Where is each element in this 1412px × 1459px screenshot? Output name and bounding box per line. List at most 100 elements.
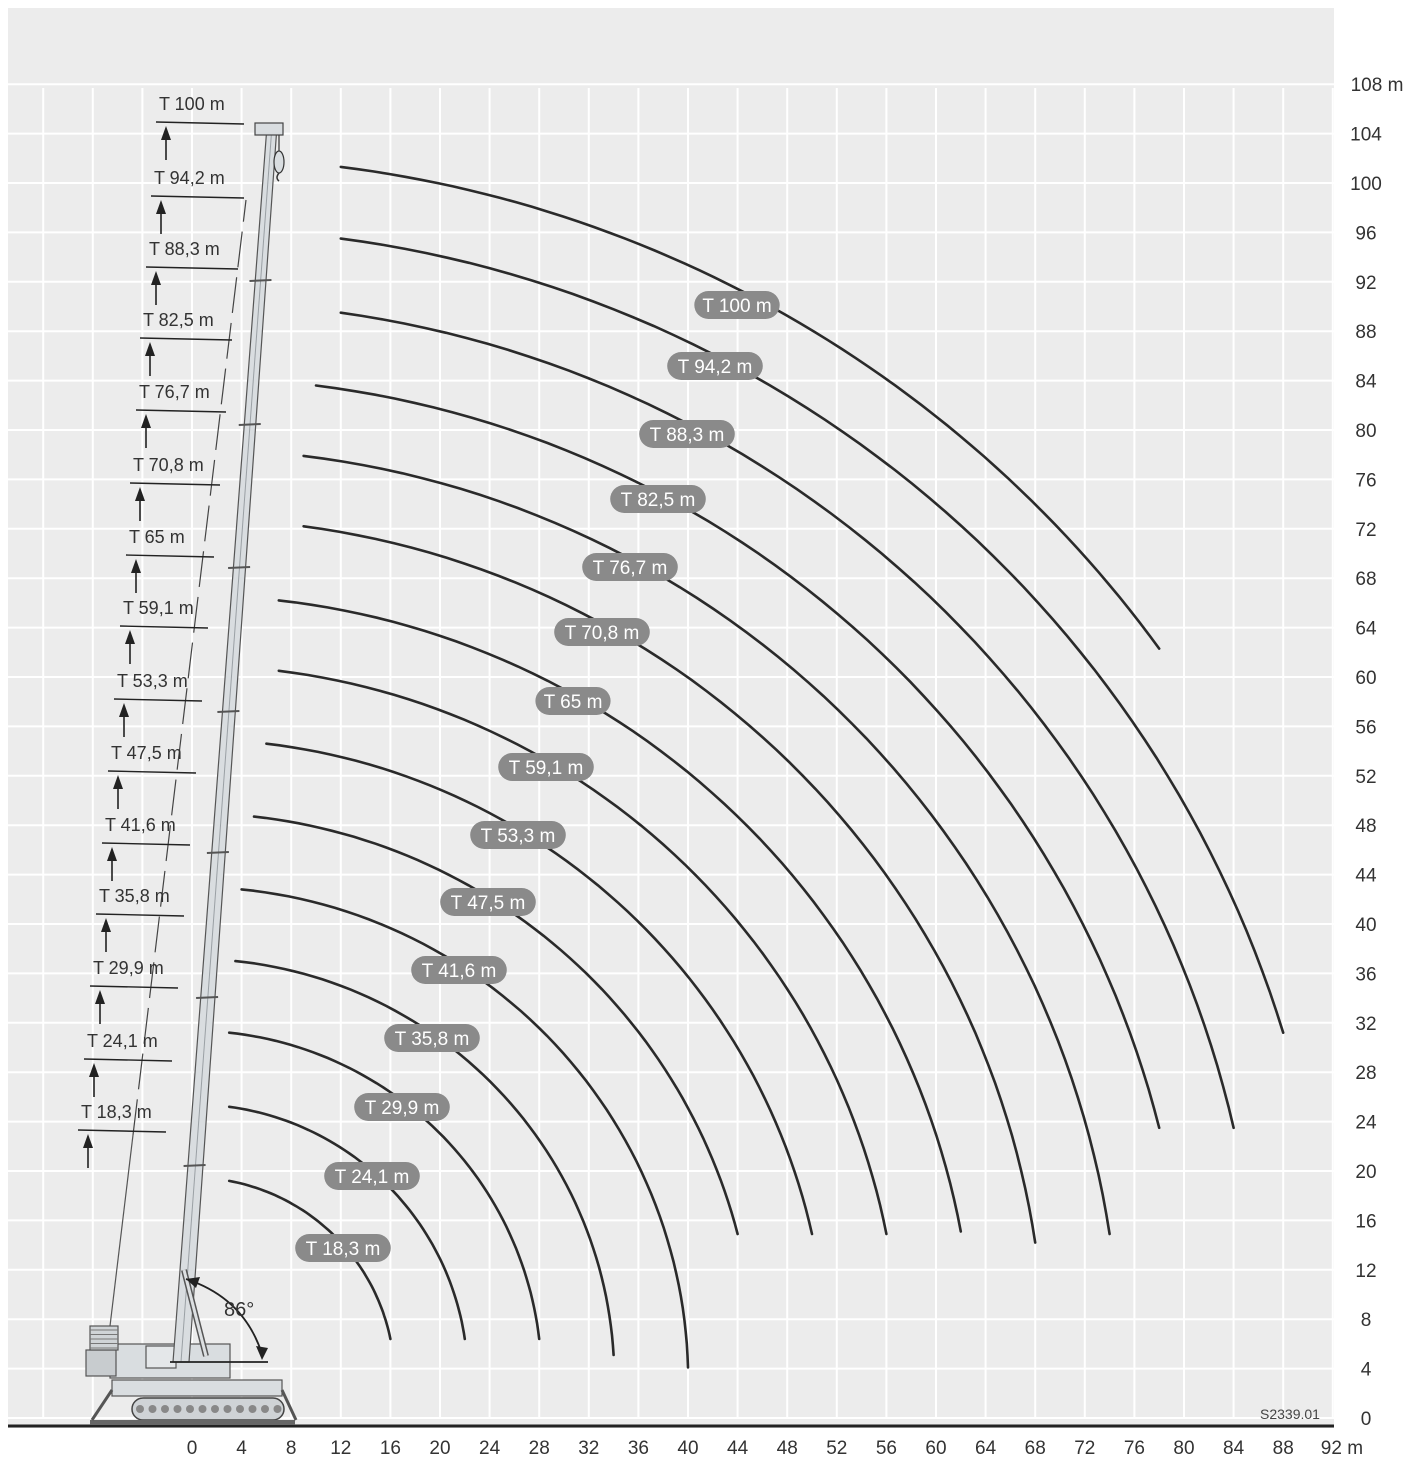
boom-length-label: T 88,3 m <box>149 239 220 259</box>
y-tick-label: 20 <box>1355 1162 1376 1183</box>
grid <box>8 8 1334 1428</box>
range-curve <box>265 742 814 1236</box>
boom-length-label: T 59,1 m <box>123 598 194 618</box>
curve-label-pill <box>470 821 566 849</box>
curve-label-pill <box>498 753 594 781</box>
boom-length-line <box>95 913 185 917</box>
y-tick-label: 8 <box>1361 1310 1372 1331</box>
boom-length-arrowhead <box>156 200 166 214</box>
x-tick-label: 44 <box>727 1438 749 1459</box>
hook-block <box>273 150 285 174</box>
x-tick-label: 0 <box>187 1438 198 1459</box>
x-tick-label: 12 <box>330 1438 351 1459</box>
boom-length-label: T 29,9 m <box>93 958 164 978</box>
boom-length-arrowhead <box>161 126 171 140</box>
boom-length-arrowhead <box>151 271 161 285</box>
y-tick-label: 60 <box>1355 668 1376 689</box>
boom-length-line <box>101 842 191 846</box>
range-curve <box>277 669 888 1236</box>
curve-label: T 100 m <box>702 296 771 317</box>
y-tick-label: 80 <box>1355 421 1376 442</box>
hook <box>276 172 280 182</box>
x-tick-label: 52 <box>826 1438 847 1459</box>
reference-code: S2339.01 <box>1260 1406 1320 1422</box>
curve-label: T 18,3 m <box>306 1239 381 1260</box>
y-tick-label: 24 <box>1355 1113 1377 1134</box>
luffing-cylinder-rod <box>182 1269 208 1357</box>
curve-labels: T 18,3 m T 24,1 m T 29,9 m T 35,8 m T 41,6 m… <box>295 291 780 1262</box>
range-curve <box>339 165 1161 650</box>
track-roller <box>248 1405 257 1413</box>
boom-angle-label: 86° <box>224 1299 254 1321</box>
boom-length-line <box>89 985 179 989</box>
carrier-frame <box>111 1379 283 1397</box>
y-tick-label: 108 m <box>1351 75 1404 96</box>
y-tick-label: 92 <box>1355 273 1376 294</box>
y-tick-label: 4 <box>1361 1360 1372 1381</box>
curve-label: T 88,3 m <box>650 425 725 446</box>
range-curve <box>339 311 1235 1130</box>
boom-section-joint <box>238 423 261 426</box>
y-tick-label: 12 <box>1355 1261 1376 1282</box>
boom-length-line <box>77 1129 167 1133</box>
y-tick-label: 64 <box>1355 619 1377 640</box>
boom-length-arrowhead <box>101 918 111 932</box>
grid-lines <box>8 83 1334 1419</box>
range-curve <box>252 815 739 1236</box>
range-curve <box>240 888 690 1369</box>
x-tick-label: 28 <box>529 1438 550 1459</box>
x-tick-label: 24 <box>479 1438 501 1459</box>
boom-length-line <box>125 554 215 558</box>
y-tick-label: 76 <box>1355 470 1376 491</box>
counterweight <box>85 1349 117 1377</box>
curve-label-pill <box>582 553 678 581</box>
track-roller <box>211 1405 219 1413</box>
boom-length-arrowhead <box>95 990 105 1004</box>
boom-length-line <box>145 266 239 270</box>
boom-length-arrowhead <box>83 1134 93 1148</box>
boom-section-joint <box>196 996 219 999</box>
boom-section-joint <box>217 710 240 713</box>
x-tick-label: 84 <box>1223 1438 1245 1459</box>
y-tick-label: 84 <box>1355 372 1377 393</box>
track-roller <box>148 1405 157 1413</box>
boom-length-label: T 100 m <box>159 94 225 114</box>
x-tick-label: 60 <box>925 1438 946 1459</box>
curve-label-pill <box>610 485 706 513</box>
y-tick-label: 0 <box>1361 1409 1372 1430</box>
boom-length-label: T 18,3 m <box>81 1102 152 1122</box>
x-tick-label: 40 <box>677 1438 698 1459</box>
curve-label-pill <box>295 1234 391 1262</box>
x-tick-label: 92 m <box>1321 1438 1363 1459</box>
boom-length-label: T 53,3 m <box>117 671 188 691</box>
boom-length-line <box>107 770 197 774</box>
boom-length-line <box>119 625 209 629</box>
track-roller <box>198 1405 207 1413</box>
curve-label: T 70,8 m <box>565 623 640 644</box>
boom-length-label: T 41,6 m <box>105 815 176 835</box>
curve-label-pill <box>384 1024 480 1052</box>
axes: 0 4 8 12 16 20 24 28 32 36 40 44 48 52 56 60 64 68 72 76 80 8… <box>187 75 1404 1459</box>
y-tick-label: 104 <box>1350 125 1382 146</box>
range-curve <box>339 237 1285 1034</box>
guide-line <box>132 199 247 1136</box>
y-tick-label: 44 <box>1355 866 1377 887</box>
boom-length-arrowhead <box>141 414 151 428</box>
x-tick-label: 4 <box>236 1438 247 1459</box>
curve-label-pill <box>535 687 611 715</box>
range-curve <box>277 599 963 1233</box>
track-roller <box>223 1405 232 1413</box>
y-tick-label: 48 <box>1355 816 1376 837</box>
range-curve <box>234 959 615 1357</box>
x-tick-label: 88 <box>1273 1438 1294 1459</box>
track-roller <box>236 1405 244 1413</box>
y-tick-label: 96 <box>1355 223 1376 244</box>
x-tick-label: 56 <box>876 1438 897 1459</box>
y-tick-label: 16 <box>1355 1211 1376 1232</box>
boom-length-arrowhead <box>119 703 129 717</box>
outrigger-pads <box>90 1420 295 1425</box>
angle-arrow <box>186 1277 200 1288</box>
boom-length-arrowhead <box>131 559 141 573</box>
y-tick-label: 68 <box>1355 569 1376 590</box>
